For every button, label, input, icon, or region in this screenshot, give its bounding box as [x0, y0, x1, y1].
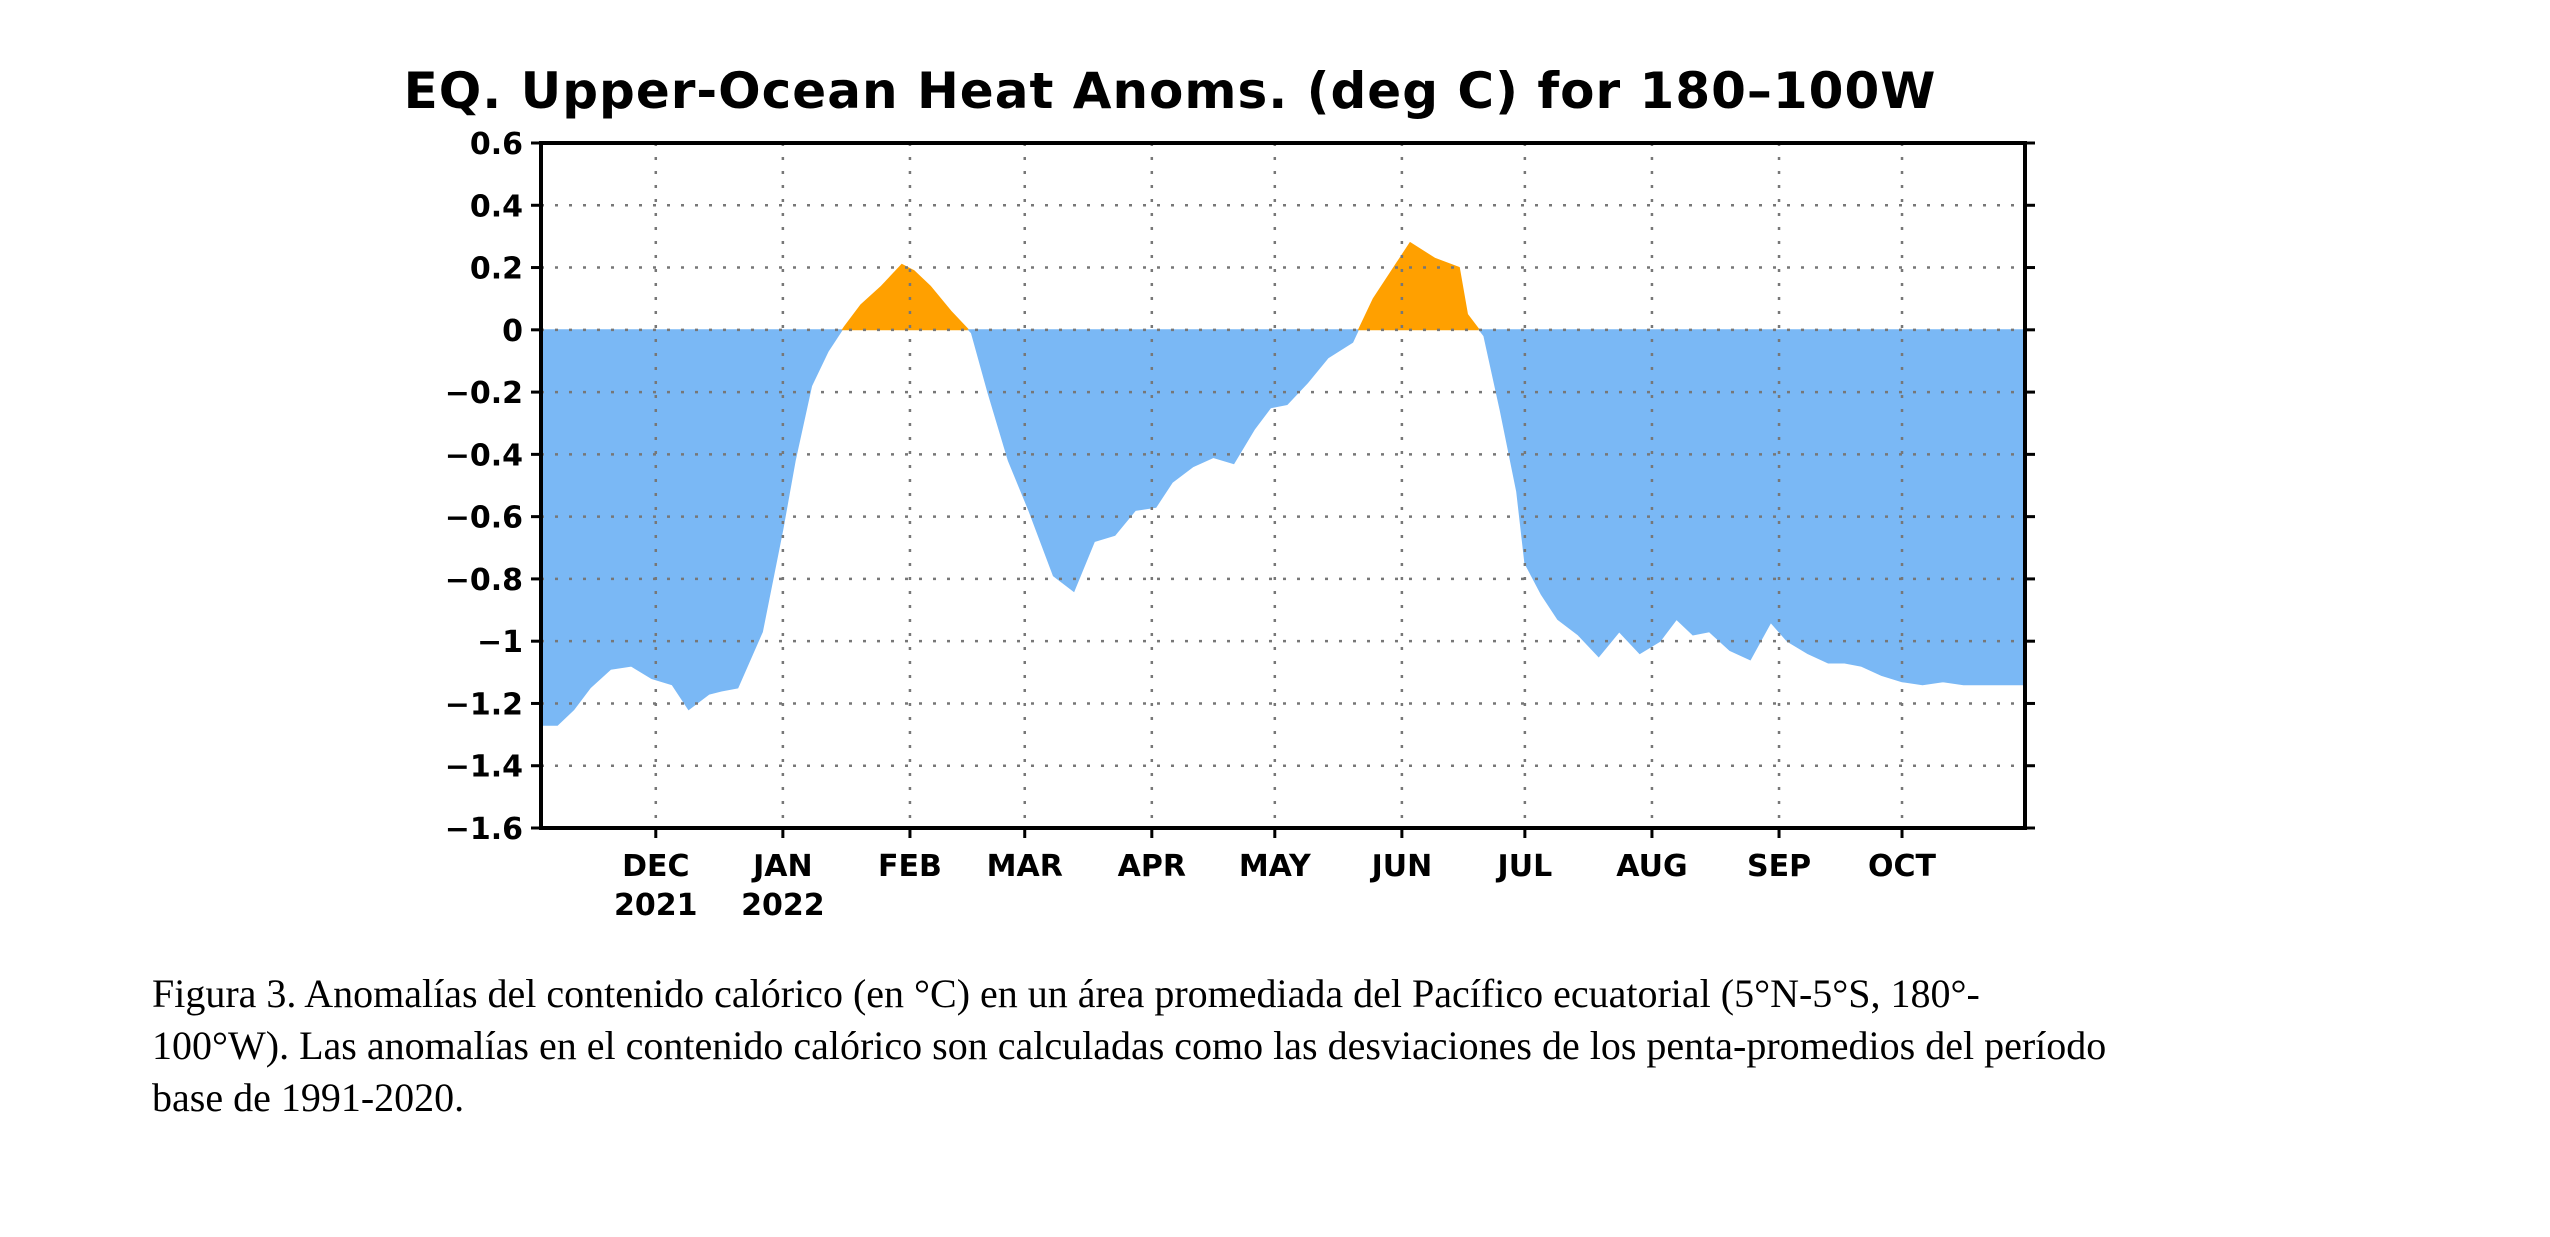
x-tick-label-month: JAN — [751, 849, 813, 884]
chart-title: EQ. Upper-Ocean Heat Anoms. (deg C) for … — [404, 62, 1937, 120]
negative-anomaly-area-3 — [1478, 329, 2026, 686]
x-tick-label-month: MAR — [987, 849, 1063, 884]
y-tick-label: 0.6 — [470, 127, 523, 162]
x-tick-label-month: JUL — [1496, 849, 1553, 884]
y-tick-label: −0.2 — [445, 376, 523, 411]
x-tick-label-month: MAY — [1239, 849, 1312, 884]
caption-line-3: base de 1991-2020. — [152, 1075, 465, 1120]
caption-line-1: Figura 3. Anomalías del contenido calóri… — [152, 971, 1980, 1016]
positive-anomaly-area-1 — [841, 263, 970, 331]
x-tick-label-month: AUG — [1616, 849, 1687, 884]
y-tick-label: −1 — [477, 625, 523, 660]
y-tick-label: 0 — [502, 314, 523, 349]
caption-line-2: 100°W). Las anomalías en el contenido ca… — [152, 1023, 2107, 1068]
y-tick-label: −1.6 — [445, 812, 523, 847]
anomaly-fill-group — [540, 241, 2026, 726]
negative-anomaly-area-2 — [967, 329, 1360, 593]
x-axis-labels: DEC 2021 JAN 2022 FEB MAR APR MAY JUN JUL AUG SEP OC… — [614, 849, 1937, 923]
x-tick-label-month: OCT — [1868, 849, 1937, 884]
negative-anomaly-area-1 — [540, 329, 844, 726]
positive-anomaly-area-2 — [1357, 241, 1481, 331]
x-tick-label-year: 2021 — [614, 888, 698, 923]
x-tick-label-month: APR — [1118, 849, 1186, 884]
grid-lines — [541, 143, 2025, 828]
y-tick-label: 0.2 — [470, 252, 523, 287]
y-tick-label: −0.6 — [445, 501, 523, 536]
y-tick-label: −1.2 — [445, 687, 523, 722]
figure-caption: Figura 3. Anomalías del contenido calóri… — [152, 968, 2432, 1124]
heat-anomaly-chart: EQ. Upper-Ocean Heat Anoms. (deg C) for … — [404, 62, 2035, 923]
x-tick-label-month: SEP — [1747, 849, 1811, 884]
x-tick-label-month: DEC — [622, 849, 689, 884]
x-tick-label-month: FEB — [878, 849, 942, 884]
y-axis-labels: 0.6 0.4 0.2 0 −0.2 −0.4 −0.6 −0.8 −1 −1.2 −1.4 −1.6 — [445, 127, 523, 847]
x-tick-label-month: JUN — [1370, 849, 1433, 884]
x-tick-label-year: 2022 — [741, 888, 825, 923]
y-tick-label: 0.4 — [470, 189, 523, 224]
y-tick-label: −1.4 — [445, 750, 523, 785]
y-tick-label: −0.8 — [445, 563, 523, 598]
y-tick-label: −0.4 — [445, 438, 523, 473]
plot-frame — [539, 141, 2027, 830]
